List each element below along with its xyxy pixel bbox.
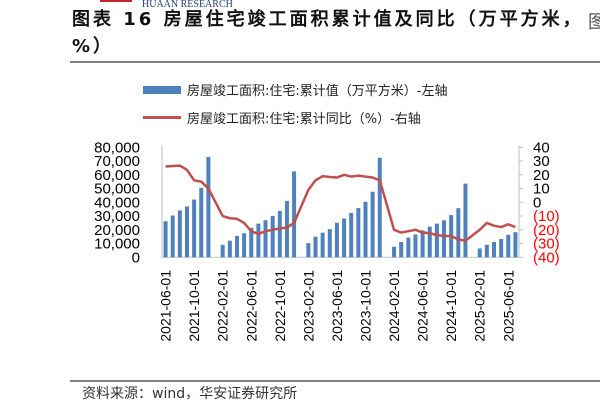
bar	[377, 157, 382, 258]
bar	[406, 237, 411, 258]
logo-text: HUAAN RESEARCH	[142, 0, 233, 10]
bar	[199, 187, 204, 258]
bar	[477, 248, 482, 258]
bar	[370, 191, 375, 258]
x-tick-label: 2024-02-01	[386, 270, 402, 342]
x-tick-label: 2024-06-01	[415, 270, 431, 342]
bar	[506, 234, 511, 258]
legend-swatch-bar	[143, 85, 181, 94]
bar	[284, 200, 289, 258]
logo-bar	[100, 0, 132, 2]
bar	[270, 215, 275, 258]
legend-label-bar: 房屋竣工面积:住宅:累计值（万平方米）-左轴	[187, 84, 448, 99]
legend-label-line: 房屋竣工面积:住宅:累计同比（%）-右轴	[187, 112, 421, 127]
bar	[292, 171, 297, 258]
clipped-edge-text: 图	[588, 12, 600, 33]
x-tick-label: 2021-10-01	[186, 270, 202, 342]
bar	[277, 210, 282, 258]
right-tick-label: (40)	[533, 249, 560, 266]
bar	[263, 220, 268, 258]
bar	[234, 235, 239, 258]
right-tick-label: (30)	[533, 236, 560, 253]
bar	[420, 230, 425, 258]
bar	[306, 243, 311, 258]
left-tick-label: 60,000	[94, 167, 140, 184]
bar	[492, 242, 497, 258]
left-tick-label: 30,000	[94, 208, 140, 225]
bar	[499, 239, 504, 258]
right-tick-label: 30	[533, 153, 550, 170]
right-tick-label: 0	[533, 194, 541, 211]
source-divider	[70, 380, 600, 382]
bar	[434, 223, 439, 258]
right-tick-label: 20	[533, 167, 550, 184]
bar	[342, 218, 347, 258]
x-tick-label: 2025-02-01	[472, 270, 488, 342]
bar	[363, 201, 368, 258]
bar	[206, 156, 211, 258]
x-tick-label: 2024-10-01	[443, 270, 459, 342]
chart-title: 图表 16 房屋住宅竣工面积累计值及同比（万平方米，%）	[72, 9, 584, 57]
bar	[513, 232, 518, 258]
x-tick-label: 2023-10-01	[357, 270, 373, 342]
bar	[484, 244, 489, 258]
x-tick-label: 2022-10-01	[272, 270, 288, 342]
right-tick-label: 10	[533, 181, 550, 198]
x-tick-label: 2025-06-01	[500, 270, 516, 342]
bar	[442, 220, 447, 258]
right-tick-label: (10)	[533, 208, 560, 225]
left-tick-label: 10,000	[94, 236, 140, 253]
bar	[463, 183, 468, 258]
left-tick-label: 0	[132, 249, 140, 266]
right-tick-label: (20)	[533, 222, 560, 239]
bar	[227, 240, 232, 258]
left-tick-label: 50,000	[94, 181, 140, 198]
right-tick-label: 40	[533, 139, 550, 156]
bar	[356, 208, 361, 258]
bar	[170, 215, 175, 258]
bar	[456, 208, 461, 258]
bar	[192, 199, 197, 258]
bar	[220, 244, 225, 258]
legend-item-bar: 房屋竣工面积:住宅:累计值（万平方米）-左轴	[143, 80, 447, 99]
bar	[327, 229, 332, 258]
bar	[242, 233, 247, 258]
bar	[413, 234, 418, 258]
x-tick-label: 2021-06-01	[158, 270, 174, 342]
bar	[399, 242, 404, 258]
bar	[320, 232, 325, 258]
left-tick-label: 40,000	[94, 194, 140, 211]
left-tick-label: 70,000	[94, 153, 140, 170]
bar	[163, 221, 168, 258]
x-tick-label: 2022-06-01	[243, 270, 259, 342]
bar	[427, 226, 432, 258]
legend-item-line: 房屋竣工面积:住宅:累计同比（%）-右轴	[143, 108, 421, 127]
x-tick-label: 2022-02-01	[215, 270, 231, 342]
bar	[249, 227, 254, 258]
bar	[392, 246, 397, 258]
title-divider	[70, 61, 600, 63]
source-note: 资料来源：wind，华安证券研究所	[82, 386, 298, 402]
bar	[256, 223, 261, 258]
bar	[349, 212, 354, 258]
x-tick-label: 2023-02-01	[300, 270, 316, 342]
bar	[177, 210, 182, 258]
bar	[313, 236, 318, 258]
left-tick-label: 80,000	[94, 139, 140, 156]
bar	[184, 206, 189, 258]
yoy-line	[165, 164, 516, 243]
x-tick-label: 2023-06-01	[329, 270, 345, 342]
bar	[334, 222, 339, 258]
legend-swatch-line	[143, 116, 181, 119]
left-tick-label: 20,000	[94, 222, 140, 239]
